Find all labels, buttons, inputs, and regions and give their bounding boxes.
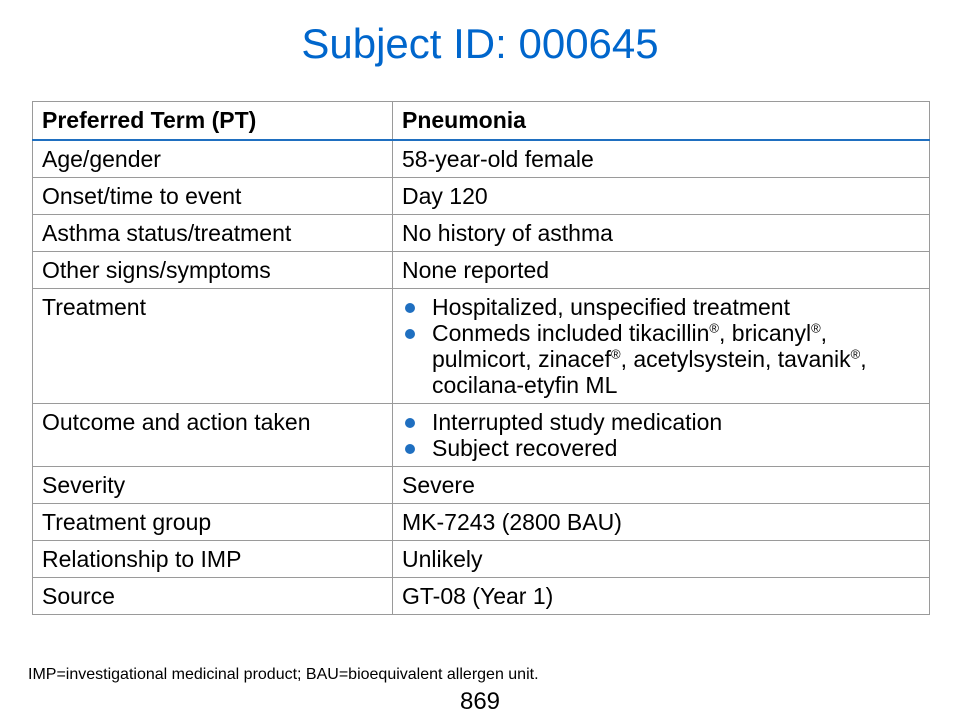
treatment-bullet-text: Hospitalized, unspecified treatment (432, 294, 790, 320)
bullet-dot-icon (405, 329, 415, 339)
row-value-list: Interrupted study medication Subject rec… (392, 403, 930, 467)
row-value: Unlikely (392, 540, 930, 578)
row-label: Age/gender (32, 139, 393, 178)
row-value: MK-7243 (2800 BAU) (392, 503, 930, 541)
table-row: Relationship to IMP Unlikely (32, 540, 930, 578)
table-row: Source GT-08 (Year 1) (32, 577, 930, 615)
table-row: Outcome and action taken Interrupted stu… (32, 403, 930, 467)
table-row: Onset/time to event Day 120 (32, 177, 930, 215)
row-value: Severe (392, 466, 930, 504)
slide-title: Subject ID: 000645 (301, 20, 659, 67)
row-label: Other signs/symptoms (32, 251, 393, 289)
bullet-dot-icon (405, 418, 415, 428)
bullet-dot-icon (405, 444, 415, 454)
registered-mark: ® (610, 346, 621, 362)
row-label: Relationship to IMP (32, 540, 393, 578)
row-label: Outcome and action taken (32, 403, 393, 467)
row-value: Day 120 (392, 177, 930, 215)
row-label: Asthma status/treatment (32, 214, 393, 252)
row-label: Source (32, 577, 393, 615)
list-item: Conmeds included tikacillin®, bricanyl®,… (402, 320, 920, 398)
registered-mark: ® (850, 346, 861, 362)
table-row: Treatment Hospitalized, unspecified trea… (32, 288, 930, 404)
row-label: Treatment (32, 288, 393, 404)
footnote: IMP=investigational medicinal product; B… (28, 666, 539, 683)
row-label: Severity (32, 466, 393, 504)
conmeds-text-part1: Conmeds included tikacillin (432, 320, 710, 346)
table-row: Severity Severe (32, 466, 930, 504)
outcome-bullet-list: Interrupted study medication Subject rec… (402, 409, 920, 461)
outcome-bullet-text: Interrupted study medication (432, 409, 723, 435)
table-row: Other signs/symptoms None reported (32, 251, 930, 289)
registered-mark: ® (709, 320, 720, 336)
conmeds-text-part3: , pulmicort, zinacef (432, 320, 828, 372)
header-value: Pneumonia (392, 101, 930, 141)
list-item: Subject recovered (402, 435, 920, 461)
conmeds-text-part4: , acetylsystein, tavanik (620, 346, 851, 372)
page-number: 869 (459, 688, 501, 715)
row-value: No history of asthma (392, 214, 930, 252)
treatment-bullet-list: Hospitalized, unspecified treatment Conm… (402, 294, 920, 398)
row-value: 58-year-old female (392, 139, 930, 178)
table-row: Asthma status/treatment No history of as… (32, 214, 930, 252)
row-value-list: Hospitalized, unspecified treatment Conm… (392, 288, 930, 404)
bullet-dot-icon (405, 303, 415, 313)
header-term: Preferred Term (PT) (32, 101, 393, 141)
table-row: Treatment group MK-7243 (2800 BAU) (32, 503, 930, 541)
registered-mark: ® (811, 320, 821, 336)
table-row: Age/gender 58-year-old female (32, 139, 930, 178)
list-item: Hospitalized, unspecified treatment (402, 294, 920, 320)
conmeds-text-part2: , bricanyl (719, 320, 812, 346)
list-item: Interrupted study medication (402, 409, 920, 435)
row-value: GT-08 (Year 1) (392, 577, 930, 615)
row-label: Onset/time to event (32, 177, 393, 215)
outcome-bullet-text: Subject recovered (432, 435, 618, 461)
row-label: Treatment group (32, 503, 393, 541)
row-value: None reported (392, 251, 930, 289)
conmeds-text-part5: , cocilana-etyfin ML (432, 346, 867, 398)
table-header-row: Preferred Term (PT) Pneumonia (32, 101, 930, 141)
adverse-event-table: Preferred Term (PT) Pneumonia Age/gender… (32, 101, 930, 615)
